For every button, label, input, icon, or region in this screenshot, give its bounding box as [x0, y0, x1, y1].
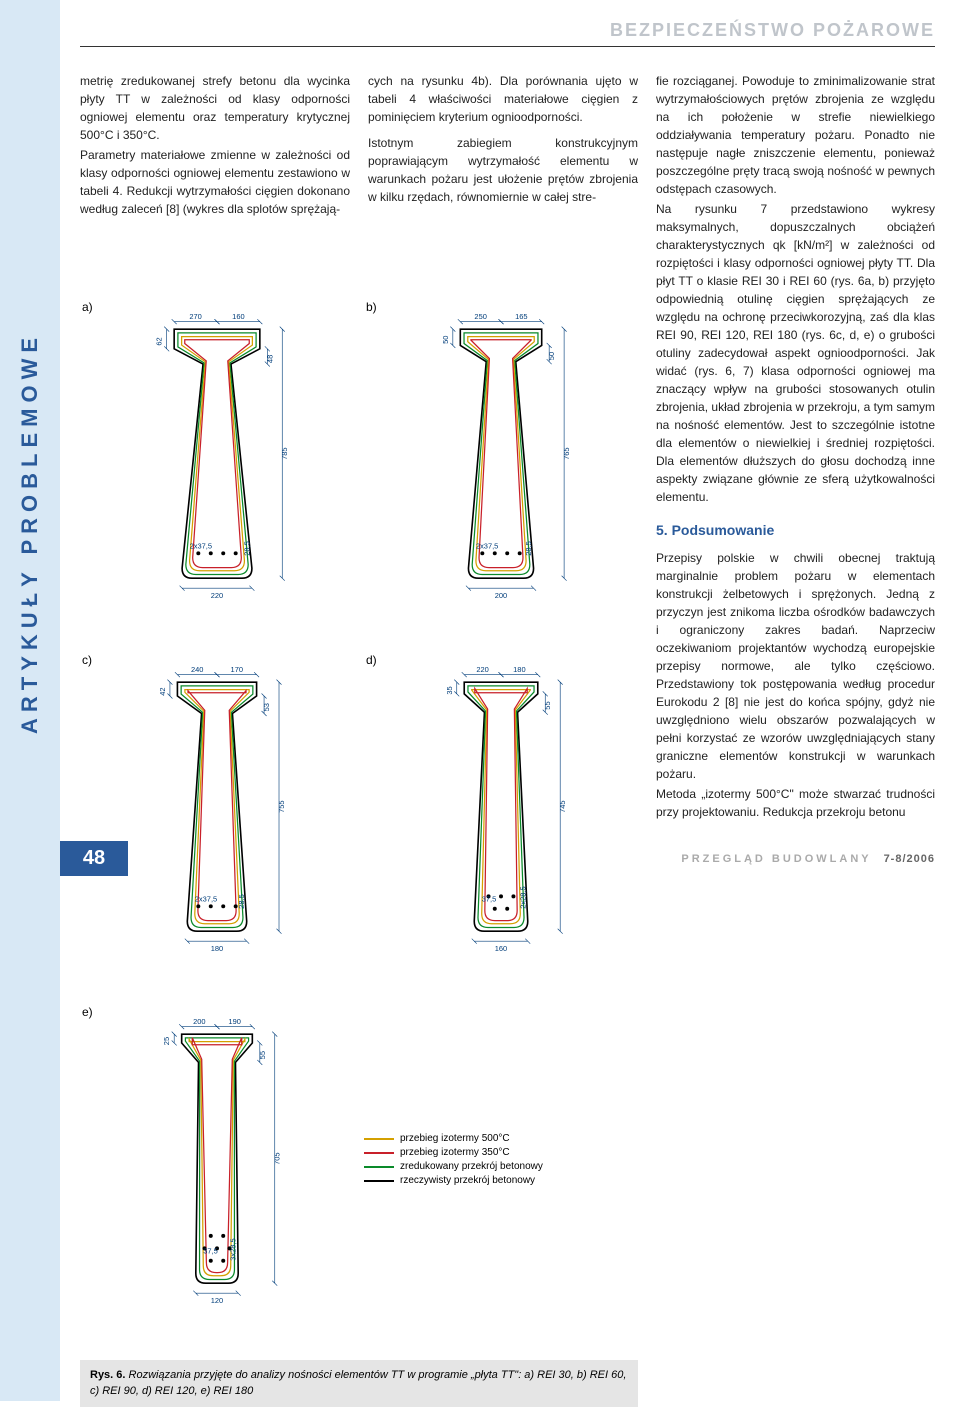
legend-item: przebieg izotermy 350°C [364, 1147, 638, 1158]
svg-text:745: 745 [558, 800, 567, 812]
diagram-d: 220 180 35 55 745 160 37,5 2x28,5 [364, 651, 638, 1000]
svg-text:48: 48 [265, 355, 274, 363]
section-5-heading: 5. Podsumowanie [656, 520, 935, 541]
svg-text:765: 765 [562, 447, 571, 459]
svg-text:165: 165 [515, 312, 527, 321]
legend-swatch [364, 1166, 394, 1168]
svg-text:28,5: 28,5 [524, 541, 533, 556]
col2-p2: Istotnym zabiegiem konstrukcyjnym popraw… [368, 134, 638, 206]
col3-p3: Przepisy polskie w chwili obecnej traktu… [656, 549, 935, 783]
fig-a: a) 270 160 62 48 785 220 2x37,5 28,5 [80, 298, 354, 647]
svg-text:3x28,5: 3x28,5 [229, 1239, 238, 1261]
legend-label: zredukowany przekrój betonowy [400, 1161, 543, 1172]
legend-swatch [364, 1138, 394, 1140]
fig-c: c) 240 170 42 53 755 180 2x37,5 28,5 [80, 651, 354, 1000]
svg-text:705: 705 [273, 1153, 282, 1165]
diagram-b: 250 165 50 50 765 200 2x37,5 28,5 [364, 298, 638, 647]
legend-item: przebieg izotermy 500°C [364, 1133, 638, 1144]
svg-text:220: 220 [211, 591, 223, 600]
svg-text:120: 120 [211, 1297, 223, 1306]
figure-legend: przebieg izotermy 500°C przebieg izotermy… [364, 1003, 638, 1352]
col3-p2: Na rysunku 7 przedstawiono wykresy maksy… [656, 200, 935, 506]
legend-item: zredukowany przekrój betonowy [364, 1161, 638, 1172]
col3-p4: Metoda „izotermy 500°C" może stwarzać tr… [656, 785, 935, 821]
legend-label: przebieg izotermy 500°C [400, 1133, 510, 1144]
journal-issue: 7-8/2006 [884, 853, 935, 865]
legend-swatch [364, 1152, 394, 1154]
fig-label-a: a) [82, 300, 93, 314]
col3-p1: fie rozciąganej. Powoduje to zminimalizo… [656, 72, 935, 198]
fig-label-e: e) [82, 1005, 93, 1019]
svg-text:42: 42 [158, 687, 167, 695]
page-header: BEZPIECZEŃSTWO POŻAROWE [80, 20, 935, 47]
svg-text:25: 25 [162, 1037, 171, 1045]
legend-item: rzeczywisty przekrój betonowy [364, 1175, 638, 1186]
svg-text:160: 160 [495, 944, 507, 953]
svg-text:240: 240 [191, 665, 203, 674]
fig-d: d) 220 180 35 55 745 160 37,5 2x28,5 [364, 651, 638, 1000]
fig-label-d: d) [366, 653, 377, 667]
figure-caption: Rys. 6. Rozwiązania przyjęte do analizy … [80, 1360, 638, 1407]
diagram-e: 200 190 25 55 705 120 37,5 3x28,5 [80, 1003, 354, 1352]
fig-label-b: b) [366, 300, 377, 314]
svg-text:200: 200 [193, 1018, 205, 1027]
col1-p1: metrię zredukowanej strefy betonu dla wy… [80, 72, 350, 144]
svg-text:2x28,5: 2x28,5 [518, 886, 527, 908]
fig-b: b) 250 165 50 50 765 200 2x37,5 28,5 [364, 298, 638, 647]
col1-p2: Parametry materiałowe zmienne w zależnoś… [80, 146, 350, 218]
svg-text:785: 785 [280, 447, 289, 459]
svg-text:200: 200 [495, 591, 507, 600]
caption-label: Rys. 6. [90, 1369, 125, 1381]
svg-text:2x37,5: 2x37,5 [190, 541, 212, 550]
svg-text:37,5: 37,5 [203, 1247, 218, 1256]
fig-e-row: e) 200 190 25 55 705 120 37,5 3x28,5 przebieg i… [80, 1003, 638, 1352]
svg-text:55: 55 [543, 701, 552, 709]
figure-grid: a) 270 160 62 48 785 220 2x37,5 28,5 b) 250 165 5… [80, 298, 638, 999]
legend-label: rzeczywisty przekrój betonowy [400, 1175, 535, 1186]
svg-text:62: 62 [155, 337, 164, 345]
column-3: fie rozciąganej. Powoduje to zminimalizo… [656, 72, 935, 823]
svg-text:160: 160 [232, 312, 244, 321]
diagram-a: 270 160 62 48 785 220 2x37,5 28,5 [80, 298, 354, 647]
svg-text:35: 35 [445, 686, 454, 694]
section-label-vertical: ARTYKUŁY PROBLEMOWE [17, 332, 43, 734]
svg-text:28,5: 28,5 [237, 894, 246, 909]
svg-text:50: 50 [547, 352, 556, 360]
svg-text:53: 53 [262, 703, 271, 711]
journal-name: PRZEGLĄD BUDOWLANY [681, 853, 871, 865]
fig-label-c: c) [82, 653, 92, 667]
caption-text: Rozwiązania przyjęte do analizy nośności… [90, 1369, 626, 1396]
legend-swatch [364, 1180, 394, 1182]
svg-text:55: 55 [258, 1051, 267, 1059]
svg-text:37,5: 37,5 [482, 894, 497, 903]
svg-text:250: 250 [474, 312, 486, 321]
content-area: BEZPIECZEŃSTWO POŻAROWE metrię zredukowa… [60, 0, 960, 1401]
svg-text:180: 180 [211, 944, 223, 953]
header-title: BEZPIECZEŃSTWO POŻAROWE [80, 20, 935, 41]
svg-text:2x37,5: 2x37,5 [476, 541, 498, 550]
svg-text:220: 220 [476, 665, 488, 674]
figure-6: a) 270 160 62 48 785 220 2x37,5 28,5 b) 250 165 5… [80, 298, 638, 1407]
svg-text:28,5: 28,5 [242, 541, 251, 556]
svg-text:50: 50 [441, 336, 450, 344]
col2-p1: cych na rysunku 4b). Dla porównania ujęt… [368, 72, 638, 126]
legend-label: przebieg izotermy 350°C [400, 1147, 510, 1158]
diagram-c: 240 170 42 53 755 180 2x37,5 28,5 [80, 651, 354, 1000]
svg-text:180: 180 [513, 665, 525, 674]
svg-text:270: 270 [189, 312, 201, 321]
svg-text:2x37,5: 2x37,5 [195, 894, 217, 903]
svg-text:755: 755 [277, 800, 286, 812]
left-margin: ARTYKUŁY PROBLEMOWE [0, 0, 60, 1401]
svg-text:190: 190 [228, 1018, 240, 1027]
svg-text:170: 170 [231, 665, 243, 674]
page: ARTYKUŁY PROBLEMOWE BEZPIECZEŃSTWO POŻAR… [0, 0, 960, 1401]
fig-e: e) 200 190 25 55 705 120 37,5 3x28,5 [80, 1003, 354, 1352]
